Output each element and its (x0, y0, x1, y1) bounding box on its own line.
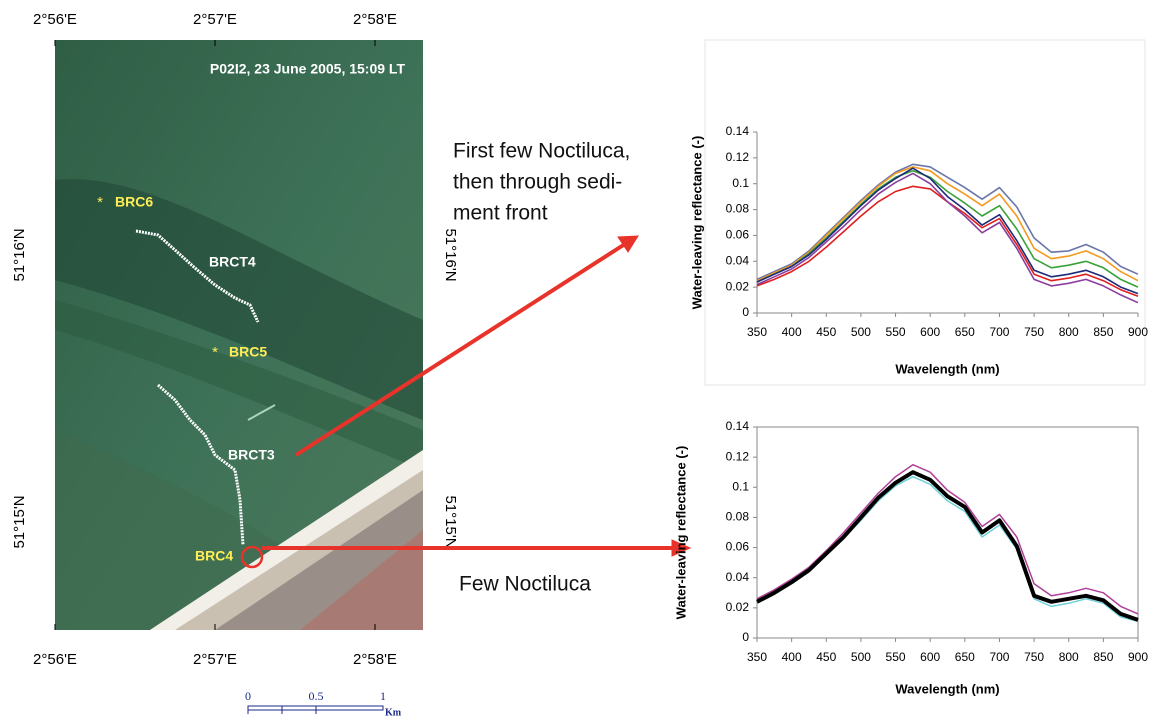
scale-bar (247, 705, 384, 714)
series-line (756, 172, 1139, 304)
svg-text:*: * (212, 344, 218, 361)
x-tick-label: 600 (920, 650, 940, 664)
x-tick-label: 550 (886, 325, 906, 339)
y-tick-label: 0.14 (726, 124, 750, 138)
annotation: First few Noctiluca, (453, 140, 630, 163)
y-tick-label: 0.1 (732, 176, 749, 190)
map: * * P02I2, 23 June 2005, 15:09 LT BRC6 B… (55, 40, 423, 630)
y-tick-label: 0.12 (726, 449, 750, 463)
y-tick-label: 0 (742, 305, 749, 319)
x-tick-label: 500 (851, 325, 871, 339)
series-line (756, 170, 1139, 288)
x-tick-label: 600 (920, 325, 940, 339)
map-title: P02I2, 23 June 2005, 15:09 LT (210, 61, 406, 77)
arrows (262, 235, 692, 557)
station-label: BRC5 (229, 344, 267, 360)
y-tick-label: 0.08 (726, 510, 750, 524)
x-tick-label: 700 (989, 650, 1009, 664)
lon-label: 2°57'E (193, 651, 237, 668)
map-axes (54, 40, 376, 630)
series-line (756, 163, 1139, 281)
y-tick-label: 0.06 (726, 228, 750, 242)
x-tick-label: 700 (989, 325, 1009, 339)
lat-label: 51°15'N (11, 495, 28, 548)
x-tick-label: 800 (1059, 325, 1079, 339)
x-axis-label: Wavelength (nm) (895, 681, 999, 696)
x-tick-label: 350 (747, 325, 767, 339)
lat-label: 51°16'N (11, 228, 28, 281)
x-tick-label: 450 (816, 325, 836, 339)
x-axis-label: Wavelength (nm) (895, 361, 999, 376)
scale-label: 0.5 (309, 689, 324, 703)
y-tick-label: 0.12 (726, 150, 750, 164)
x-tick-label: 450 (816, 650, 836, 664)
y-tick-label: 0 (742, 630, 749, 644)
station-label: BRC4 (195, 548, 233, 564)
y-axis-label: Water-leaving reflectance (-) (673, 446, 688, 620)
x-tick-label: 550 (886, 650, 906, 664)
y-tick-label: 0.04 (726, 253, 750, 267)
x-tick-label: 650 (955, 650, 975, 664)
series-line (756, 167, 1139, 295)
x-tick-label: 400 (782, 325, 802, 339)
transect-label: BRCT4 (209, 254, 256, 270)
series-line (756, 463, 1139, 615)
y-tick-label: 0.04 (726, 570, 750, 584)
plot-frame (756, 426, 1139, 639)
y-tick-label: 0.02 (726, 600, 750, 614)
chart-panel (704, 39, 1146, 386)
y-tick-label: 0.08 (726, 202, 750, 216)
transect-label: BRCT3 (228, 447, 275, 463)
scale-label: Km (385, 707, 402, 718)
y-axis-label: Water-leaving reflectance (-) (689, 136, 704, 310)
x-tick-label: 900 (1128, 650, 1148, 664)
series-line (756, 166, 1139, 282)
annotation: then through sedi- (453, 171, 622, 194)
lon-label: 2°57'E (193, 11, 237, 28)
scale-label: 0 (245, 689, 251, 703)
charts: 0 0.02 0.04 0.06 0.08 0.1 0.12 0.14 350 400 450 500… (673, 124, 1148, 696)
lon-label: 2°56'E (33, 11, 77, 28)
x-tick-label: 650 (955, 325, 975, 339)
y-tick-label: 0.02 (726, 279, 750, 293)
x-tick-label: 500 (851, 650, 871, 664)
y-tick-label: 0.06 (726, 540, 750, 554)
lat-label: 51°15'N (442, 495, 459, 548)
lon-label: 2°56'E (33, 651, 77, 668)
x-tick-label: 800 (1059, 650, 1079, 664)
x-tick-label: 900 (1128, 325, 1148, 339)
station-label: BRC6 (115, 194, 153, 210)
lon-label: 2°58'E (353, 651, 397, 668)
x-tick-label: 750 (1024, 325, 1044, 339)
annotation: ment front (453, 202, 548, 225)
y-tick-label: 0.14 (726, 419, 750, 433)
svg-text:*: * (97, 194, 103, 211)
scale-label: 1 (380, 689, 386, 703)
lon-label: 2°58'E (353, 11, 397, 28)
lat-label: 51°16'N (442, 228, 459, 281)
y-tick-label: 0.1 (732, 479, 749, 493)
annotation: Few Noctiluca (459, 573, 591, 596)
series-line (756, 470, 1139, 622)
x-tick-label: 850 (1093, 325, 1113, 339)
x-tick-label: 400 (782, 650, 802, 664)
x-tick-label: 850 (1093, 650, 1113, 664)
x-tick-label: 750 (1024, 650, 1044, 664)
x-tick-label: 350 (747, 650, 767, 664)
